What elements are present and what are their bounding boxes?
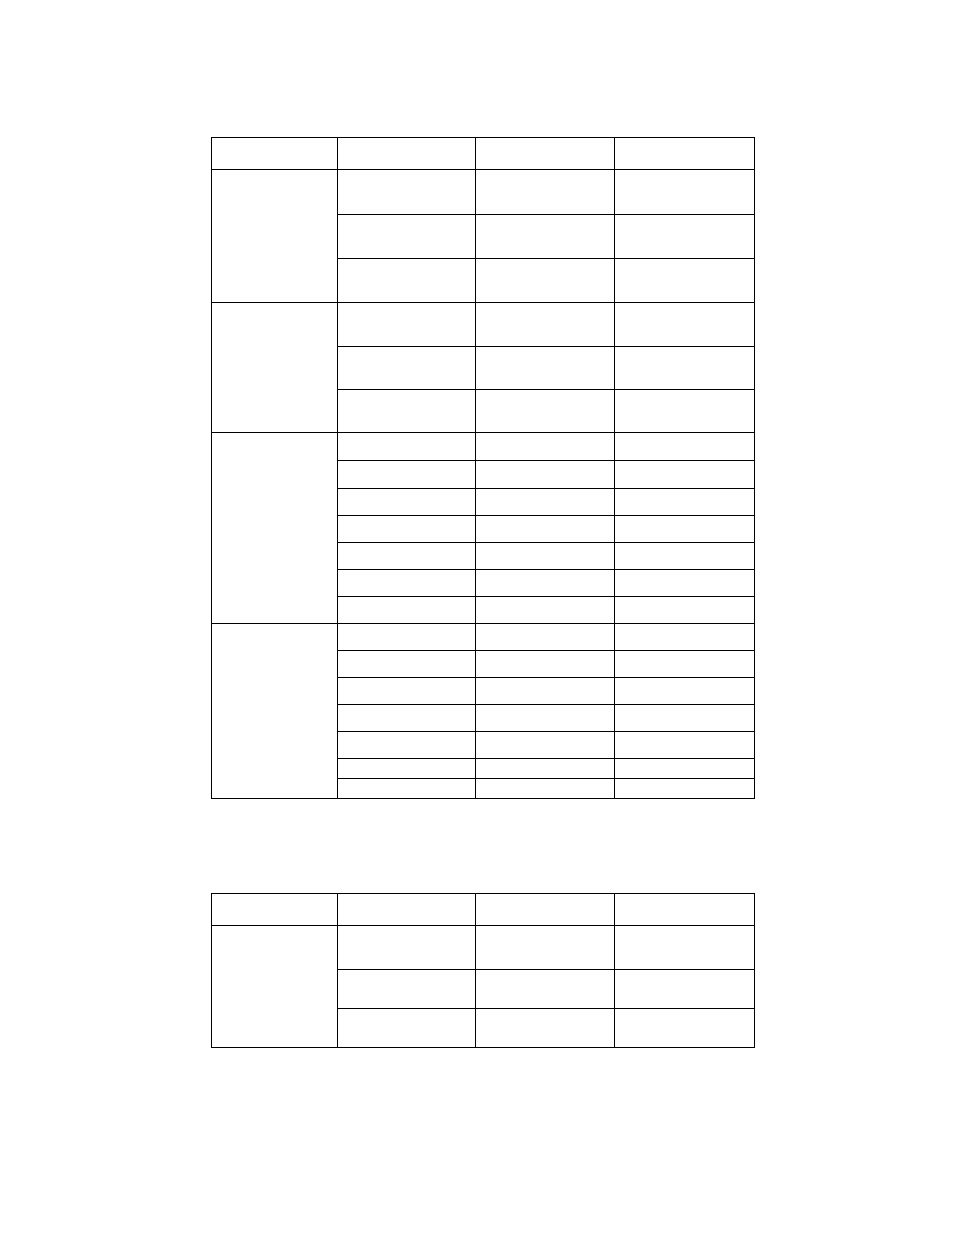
table-cell (475, 516, 615, 543)
table-row (212, 624, 755, 651)
table-cell (475, 570, 615, 597)
table-cell (212, 894, 338, 926)
table-row (212, 138, 755, 170)
table-cell (337, 489, 475, 516)
table-cell (337, 347, 475, 390)
table-cell (212, 170, 338, 303)
table-cell (475, 1009, 615, 1048)
table-cell (475, 597, 615, 624)
table-cell (615, 894, 755, 926)
table-cell (615, 624, 755, 651)
table-row (212, 894, 755, 926)
table-cell (615, 570, 755, 597)
table-cell (615, 347, 755, 390)
table-cell (615, 170, 755, 215)
table-cell (337, 970, 475, 1009)
table-cell (337, 215, 475, 259)
table-cell (615, 215, 755, 259)
table-cell (475, 433, 615, 461)
table-cell (615, 461, 755, 489)
table-cell (337, 1009, 475, 1048)
table-cell (475, 259, 615, 303)
table-cell (212, 433, 338, 624)
table-cell (615, 390, 755, 433)
table-cell (475, 215, 615, 259)
table-cell (615, 779, 755, 799)
table-cell (615, 732, 755, 759)
table-cell (615, 138, 755, 170)
table-1 (211, 137, 755, 799)
table-cell (337, 779, 475, 799)
table-cell (337, 597, 475, 624)
table-cell (337, 926, 475, 970)
table-cell (337, 570, 475, 597)
table-cell (475, 970, 615, 1009)
table-cell (475, 461, 615, 489)
table-cell (475, 347, 615, 390)
table-cell (212, 138, 338, 170)
table-cell (337, 894, 475, 926)
table-row (212, 926, 755, 970)
table-cell (615, 597, 755, 624)
table-cell (615, 970, 755, 1009)
table-cell (337, 138, 475, 170)
table-cell (475, 489, 615, 516)
table-cell (337, 390, 475, 433)
table-cell (615, 259, 755, 303)
table-cell (337, 303, 475, 347)
table-cell (475, 170, 615, 215)
table-cell (615, 759, 755, 779)
table-cell (337, 651, 475, 678)
table-cell (337, 624, 475, 651)
table-cell (475, 303, 615, 347)
table-row (212, 433, 755, 461)
table-cell (337, 759, 475, 779)
table-1-body (212, 138, 755, 799)
table-cell (615, 678, 755, 705)
table-cell (615, 433, 755, 461)
table-cell (615, 489, 755, 516)
table-cell (475, 759, 615, 779)
table-cell (337, 732, 475, 759)
table-row (212, 170, 755, 215)
table-cell (475, 779, 615, 799)
table-cell (615, 705, 755, 732)
table-cell (337, 678, 475, 705)
table-2-body (212, 894, 755, 1048)
table-cell (337, 170, 475, 215)
table-cell (337, 543, 475, 570)
table-cell (475, 651, 615, 678)
table-cell (615, 303, 755, 347)
table-cell (475, 543, 615, 570)
table-cell (212, 624, 338, 799)
table-cell (475, 624, 615, 651)
table-2 (211, 893, 755, 1048)
table-cell (475, 705, 615, 732)
table-cell (475, 678, 615, 705)
table-cell (615, 543, 755, 570)
table-cell (212, 926, 338, 1048)
table-cell (615, 1009, 755, 1048)
table-cell (212, 303, 338, 433)
table-cell (337, 461, 475, 489)
table-cell (475, 894, 615, 926)
table-cell (337, 433, 475, 461)
table-cell (615, 926, 755, 970)
table-cell (615, 516, 755, 543)
table-cell (475, 138, 615, 170)
table-cell (475, 926, 615, 970)
table-cell (475, 732, 615, 759)
table-row (212, 303, 755, 347)
table-cell (337, 705, 475, 732)
table-cell (475, 390, 615, 433)
table-cell (337, 516, 475, 543)
table-cell (615, 651, 755, 678)
table-cell (337, 259, 475, 303)
